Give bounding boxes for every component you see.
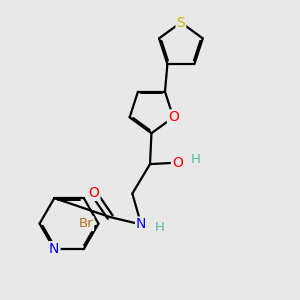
Text: N: N [136,218,146,232]
Text: H: H [154,221,164,234]
Text: N: N [49,242,59,256]
Text: O: O [172,156,183,170]
Text: Br: Br [79,217,93,230]
Text: O: O [168,110,179,124]
Text: S: S [176,16,185,29]
Text: H: H [191,153,201,166]
Text: O: O [88,186,100,200]
